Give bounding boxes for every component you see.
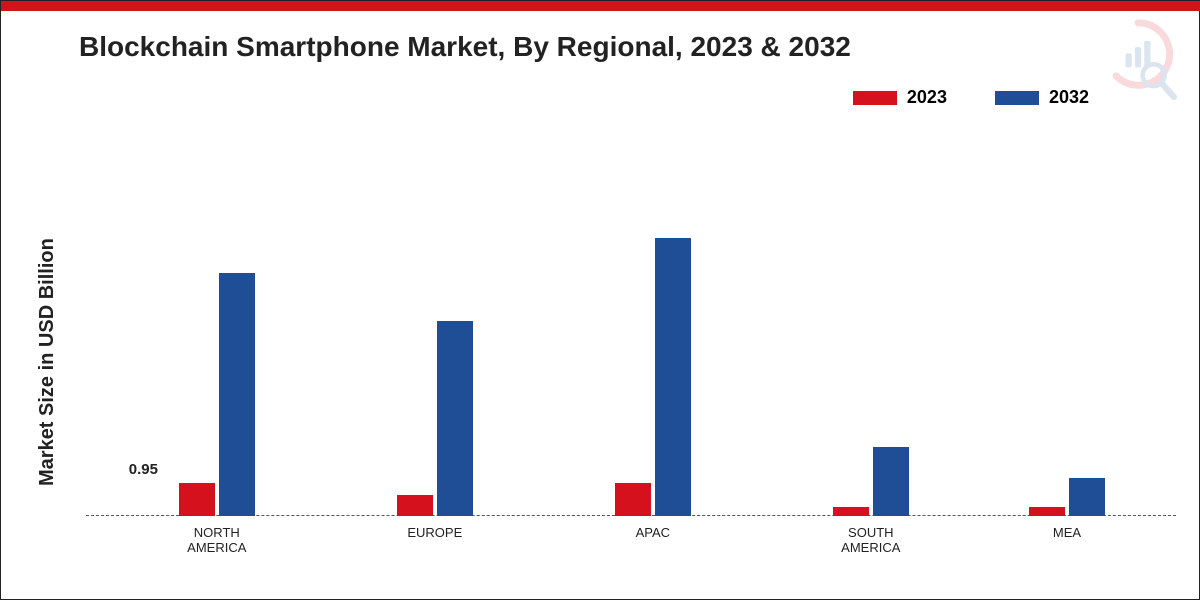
bar-2023-apac xyxy=(615,483,651,516)
bar-2023-north-america xyxy=(179,483,215,516)
x-label-europe: EUROPE xyxy=(370,526,500,541)
bar-2032-europe xyxy=(437,321,473,516)
bar-2023-europe xyxy=(397,495,433,516)
y-axis-label: Market Size in USD Billion xyxy=(36,238,59,486)
bar-2032-mea xyxy=(1069,478,1105,516)
legend-swatch-2023 xyxy=(853,91,897,105)
bar-2023-south-america xyxy=(833,507,869,516)
legend-item-2032: 2032 xyxy=(995,87,1089,108)
legend-label-2032: 2032 xyxy=(1049,87,1089,108)
chart-frame: Blockchain Smartphone Market, By Regiona… xyxy=(0,0,1200,600)
plot-area: NORTHAMERICAEUROPEAPACSOUTHAMERICAMEA0.9… xyxy=(86,156,1176,516)
x-label-north-america: NORTHAMERICA xyxy=(152,526,282,556)
legend-item-2023: 2023 xyxy=(853,87,947,108)
bar-2032-south-america xyxy=(873,447,909,516)
legend-swatch-2032 xyxy=(995,91,1039,105)
x-label-apac: APAC xyxy=(588,526,718,541)
logo-bars xyxy=(1126,41,1151,68)
watermark-logo-icon xyxy=(1099,19,1177,102)
bar-2032-north-america xyxy=(219,273,255,516)
bar-2032-apac xyxy=(655,238,691,516)
value-label: 0.95 xyxy=(129,461,158,478)
legend: 2023 2032 xyxy=(853,87,1089,108)
x-label-mea: MEA xyxy=(1002,526,1132,541)
bar-2023-mea xyxy=(1029,507,1065,516)
accent-bar xyxy=(1,1,1200,11)
x-label-south-america: SOUTHAMERICA xyxy=(806,526,936,556)
chart-title: Blockchain Smartphone Market, By Regiona… xyxy=(79,31,851,63)
legend-label-2023: 2023 xyxy=(907,87,947,108)
